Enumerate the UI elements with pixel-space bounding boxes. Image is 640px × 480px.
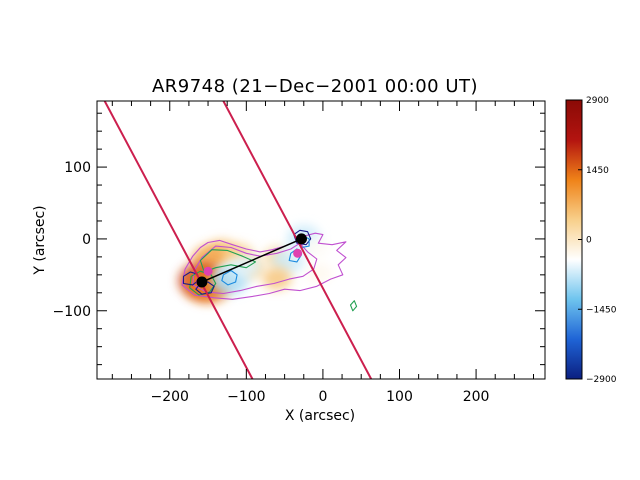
y-tick-label: 0 [82, 232, 91, 248]
contour-5 [349, 300, 358, 312]
chart-title: AR9748 (21−Dec−2001 00:00 UT) [152, 76, 478, 97]
y-axis: 100 0 −100 [53, 112, 545, 366]
colorbar-tick-label: −1450 [586, 305, 617, 315]
marker-2 [203, 266, 213, 276]
x-tick-label: 200 [463, 389, 490, 405]
colorbar: 2900 1450 0 −1450 −2900 [565, 96, 617, 385]
contour-1 [181, 232, 347, 300]
x-axis: −200 −100 0 100 200 [111, 101, 535, 405]
y-tick-label: −100 [53, 304, 91, 320]
contour-7 [195, 281, 215, 295]
field-patch-15 [262, 267, 292, 290]
contour-9 [221, 269, 238, 286]
x-tick-label: −100 [227, 389, 265, 405]
slit-line-1 [103, 101, 254, 379]
footpoint-connector [201, 238, 302, 283]
x-tick-label: 0 [318, 389, 327, 405]
x-tick-label: −200 [151, 389, 189, 405]
marker-layer [195, 233, 307, 288]
y-tick-label: 100 [64, 160, 91, 176]
x-tick-label: 100 [386, 389, 413, 405]
contour-8 [293, 229, 312, 246]
colorbar-ticks: 2900 1450 0 −1450 −2900 [578, 96, 617, 385]
plot-area: −200 −100 0 100 200 100 0 −100 [53, 100, 546, 405]
colorbar-tick-label: −2900 [586, 375, 617, 385]
contour-4 [189, 270, 217, 296]
marker-1 [293, 248, 303, 258]
colorbar-tick-label: 1450 [586, 166, 609, 176]
footpoint-1 [196, 276, 208, 288]
colorbar-tick-label: 0 [586, 236, 592, 246]
footpoint-2 [295, 233, 307, 245]
x-axis-label: X (arcsec) [285, 408, 355, 424]
slit-layer [103, 101, 373, 379]
colorbar-tick-label: 2900 [586, 96, 609, 106]
plot-frame [96, 100, 546, 380]
y-axis-label: Y (arcsec) [32, 205, 48, 275]
